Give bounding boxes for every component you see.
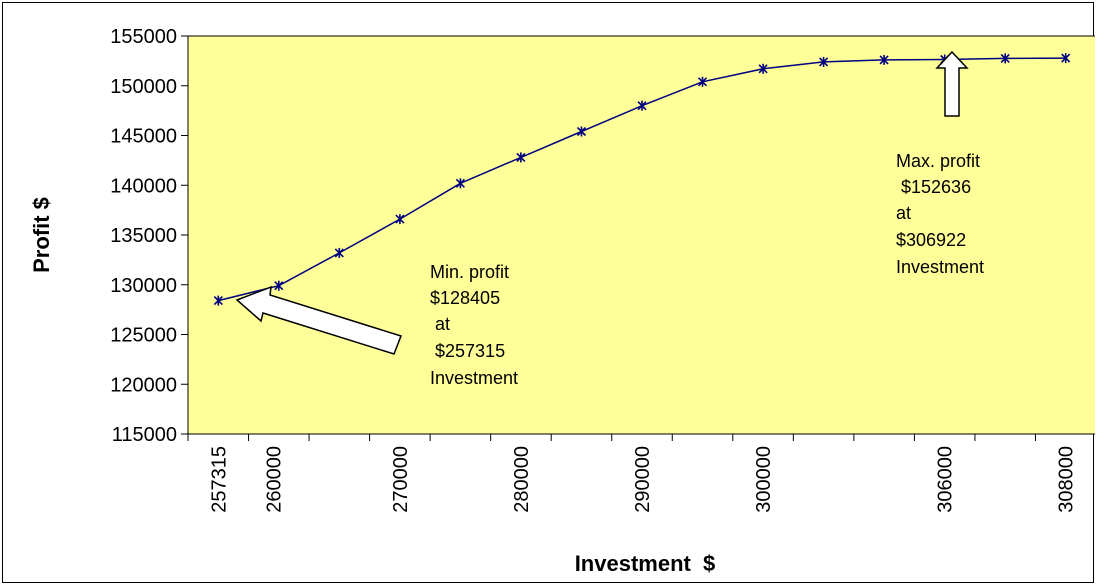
data-point bbox=[879, 54, 889, 65]
x-tick-label: 280000 bbox=[511, 446, 533, 513]
data-point bbox=[455, 178, 465, 189]
x-axis-title: Investment $ bbox=[575, 551, 716, 576]
data-point bbox=[819, 56, 829, 67]
data-point bbox=[395, 214, 405, 225]
min-profit-annotation: Min. profit $128405 at $257315 Investmen… bbox=[430, 262, 518, 388]
y-tick-label: 115000 bbox=[112, 424, 177, 446]
data-point bbox=[697, 76, 708, 87]
y-tick-label: 130000 bbox=[110, 275, 177, 297]
x-tick-label: 260000 bbox=[264, 446, 286, 513]
x-tick-label: 290000 bbox=[632, 446, 654, 513]
data-point bbox=[274, 280, 284, 291]
data-point bbox=[334, 247, 344, 258]
data-point bbox=[1061, 53, 1071, 64]
max-annotation-line-3: at bbox=[896, 203, 911, 223]
min-profit-arrow bbox=[235, 285, 402, 355]
min-annotation-line-1: Min. profit bbox=[430, 262, 509, 282]
y-tick-label: 125000 bbox=[110, 325, 177, 347]
max-annotation-line-1: Max. profit bbox=[896, 151, 980, 171]
y-tick-label: 155000 bbox=[110, 26, 177, 48]
y-tick-label: 145000 bbox=[110, 126, 177, 148]
max-annotation-line-5: Investment bbox=[896, 257, 984, 277]
max-profit-annotation: Max. profit $152636 at $306922 Investmen… bbox=[896, 151, 984, 277]
y-axis-title: Profit $ bbox=[29, 197, 54, 273]
y-tick-label: 120000 bbox=[110, 374, 177, 396]
x-tick-label: 306000 bbox=[935, 446, 957, 513]
y-tick-label: 150000 bbox=[110, 76, 177, 98]
x-tick-label: 308000 bbox=[1056, 446, 1078, 513]
data-point bbox=[516, 152, 526, 163]
y-tick-label: 135000 bbox=[110, 225, 177, 247]
y-axis: 115000 120000 125000 130000 135000 140000 1450… bbox=[110, 26, 189, 446]
data-point bbox=[758, 63, 768, 74]
x-tick-label: 257315 bbox=[208, 446, 230, 513]
y-tick-label: 140000 bbox=[110, 175, 177, 197]
series-markers bbox=[213, 53, 1071, 306]
max-annotation-line-2: $152636 bbox=[896, 177, 971, 197]
min-annotation-line-4: $257315 bbox=[430, 341, 505, 361]
data-point bbox=[637, 100, 647, 111]
min-annotation-line-5: Investment bbox=[430, 368, 518, 388]
min-annotation-line-2: $128405 bbox=[430, 288, 500, 308]
x-tick-label: 300000 bbox=[753, 446, 775, 513]
min-annotation-line-3: at bbox=[430, 314, 450, 334]
max-annotation-line-4: $306922 bbox=[896, 230, 966, 250]
data-point bbox=[213, 295, 223, 306]
x-tick-label: 270000 bbox=[390, 446, 412, 513]
x-axis: 257315 260000 270000 280000 290000 300000 3060… bbox=[187, 433, 1095, 513]
data-point bbox=[1000, 53, 1010, 64]
data-point bbox=[576, 126, 587, 137]
profit-vs-investment-chart: 115000 120000 125000 130000 135000 140000 1450… bbox=[29, 26, 1095, 576]
max-profit-arrow bbox=[935, 50, 969, 117]
